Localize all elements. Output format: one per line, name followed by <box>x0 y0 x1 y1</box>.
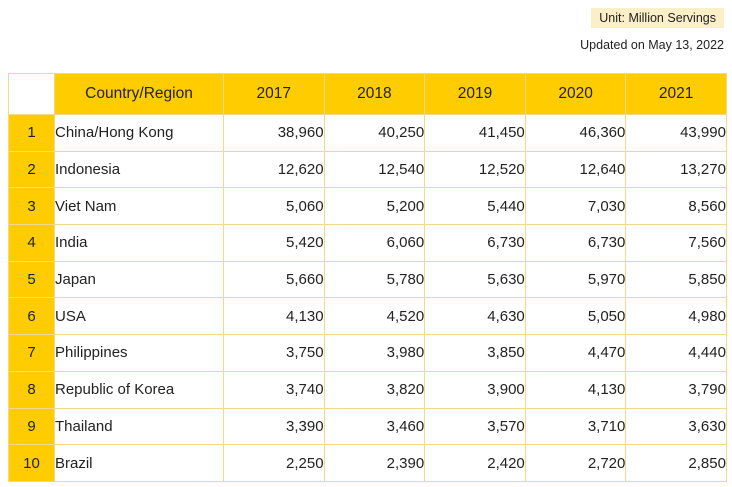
value-cell: 38,960 <box>223 114 325 152</box>
header-2020: 2020 <box>524 73 627 115</box>
value-cell: 3,460 <box>323 407 426 446</box>
value-cell: 3,750 <box>223 334 325 372</box>
value-cell: 13,270 <box>625 150 727 189</box>
table-row: 10 Brazil 2,250 2,390 2,420 2,720 2,850 <box>8 444 727 482</box>
table-row: 8 Republic of Korea 3,740 3,820 3,900 4,130 3,… <box>8 370 727 409</box>
value-cell: 2,250 <box>223 444 325 482</box>
value-cell: 7,560 <box>625 224 727 262</box>
value-cell: 7,030 <box>524 187 627 226</box>
value-cell: 3,570 <box>424 407 526 446</box>
table-body: 1 China/Hong Kong 38,960 40,250 41,450 46,360… <box>8 114 727 482</box>
header-2017: 2017 <box>223 73 325 115</box>
header-2021: 2021 <box>625 73 727 115</box>
value-cell: 6,730 <box>524 224 627 262</box>
value-cell: 8,560 <box>625 187 727 226</box>
header-2019: 2019 <box>424 73 526 115</box>
table-row: 2 Indonesia 12,620 12,540 12,520 12,640 13,270 <box>8 150 727 189</box>
value-cell: 6,730 <box>424 224 526 262</box>
value-cell: 5,060 <box>223 187 325 226</box>
country-cell: Indonesia <box>54 150 224 189</box>
header-2018: 2018 <box>323 73 426 115</box>
value-cell: 3,850 <box>424 334 526 372</box>
value-cell: 3,390 <box>223 407 325 446</box>
value-cell: 3,900 <box>424 370 526 409</box>
corner-cell <box>8 73 55 115</box>
value-cell: 3,790 <box>625 370 727 409</box>
value-cell: 4,520 <box>323 297 426 336</box>
value-cell: 12,640 <box>524 150 627 189</box>
value-cell: 5,780 <box>323 260 426 299</box>
country-cell: Brazil <box>54 444 224 482</box>
value-cell: 12,620 <box>223 150 325 189</box>
value-cell: 3,740 <box>223 370 325 409</box>
value-cell: 4,130 <box>223 297 325 336</box>
value-cell: 12,520 <box>424 150 526 189</box>
value-cell: 4,980 <box>625 297 727 336</box>
value-cell: 5,440 <box>424 187 526 226</box>
value-cell: 5,050 <box>524 297 627 336</box>
value-cell: 5,970 <box>524 260 627 299</box>
rank-cell: 6 <box>8 297 55 336</box>
value-cell: 41,450 <box>424 114 526 152</box>
country-cell: Thailand <box>54 407 224 446</box>
value-cell: 5,850 <box>625 260 727 299</box>
value-cell: 5,420 <box>223 224 325 262</box>
table-row: 5 Japan 5,660 5,780 5,630 5,970 5,850 <box>8 260 727 299</box>
country-cell: USA <box>54 297 224 336</box>
value-cell: 4,630 <box>424 297 526 336</box>
country-cell: China/Hong Kong <box>54 114 224 152</box>
value-cell: 6,060 <box>323 224 426 262</box>
country-cell: India <box>54 224 224 262</box>
rank-cell: 3 <box>8 187 55 226</box>
rank-cell: 9 <box>8 407 55 446</box>
table-row: 6 USA 4,130 4,520 4,630 5,050 4,980 <box>8 297 727 336</box>
updated-date: Updated on May 13, 2022 <box>580 38 724 52</box>
value-cell: 3,630 <box>625 407 727 446</box>
ranking-table: Country/Region 2017 2018 2019 2020 2021 … <box>8 73 727 482</box>
value-cell: 4,130 <box>524 370 627 409</box>
value-cell: 4,440 <box>625 334 727 372</box>
value-cell: 4,470 <box>524 334 627 372</box>
country-cell: Japan <box>54 260 224 299</box>
value-cell: 46,360 <box>524 114 627 152</box>
value-cell: 5,630 <box>424 260 526 299</box>
value-cell: 2,720 <box>524 444 627 482</box>
rank-cell: 8 <box>8 370 55 409</box>
rank-cell: 2 <box>8 150 55 189</box>
value-cell: 5,660 <box>223 260 325 299</box>
value-cell: 3,710 <box>524 407 627 446</box>
rank-cell: 5 <box>8 260 55 299</box>
country-cell: Philippines <box>54 334 224 372</box>
value-cell: 5,200 <box>323 187 426 226</box>
value-cell: 43,990 <box>625 114 727 152</box>
table-row: 3 Viet Nam 5,060 5,200 5,440 7,030 8,560 <box>8 187 727 226</box>
value-cell: 3,980 <box>323 334 426 372</box>
value-cell: 2,850 <box>625 444 727 482</box>
rank-cell: 10 <box>8 444 55 482</box>
table-row: 9 Thailand 3,390 3,460 3,570 3,710 3,630 <box>8 407 727 446</box>
value-cell: 12,540 <box>323 150 426 189</box>
table-row: 1 China/Hong Kong 38,960 40,250 41,450 46,360… <box>8 114 727 152</box>
country-cell: Viet Nam <box>54 187 224 226</box>
table-row: 7 Philippines 3,750 3,980 3,850 4,470 4,440 <box>8 334 727 372</box>
rank-cell: 7 <box>8 334 55 372</box>
table-row: 4 India 5,420 6,060 6,730 6,730 7,560 <box>8 224 727 262</box>
value-cell: 3,820 <box>323 370 426 409</box>
rank-cell: 4 <box>8 224 55 262</box>
value-cell: 2,420 <box>424 444 526 482</box>
unit-badge: Unit: Million Servings <box>591 8 724 28</box>
value-cell: 2,390 <box>323 444 426 482</box>
country-cell: Republic of Korea <box>54 370 224 409</box>
header-row: Country/Region 2017 2018 2019 2020 2021 <box>8 73 727 115</box>
value-cell: 40,250 <box>323 114 426 152</box>
header-country: Country/Region <box>54 73 224 115</box>
rank-cell: 1 <box>8 114 55 152</box>
